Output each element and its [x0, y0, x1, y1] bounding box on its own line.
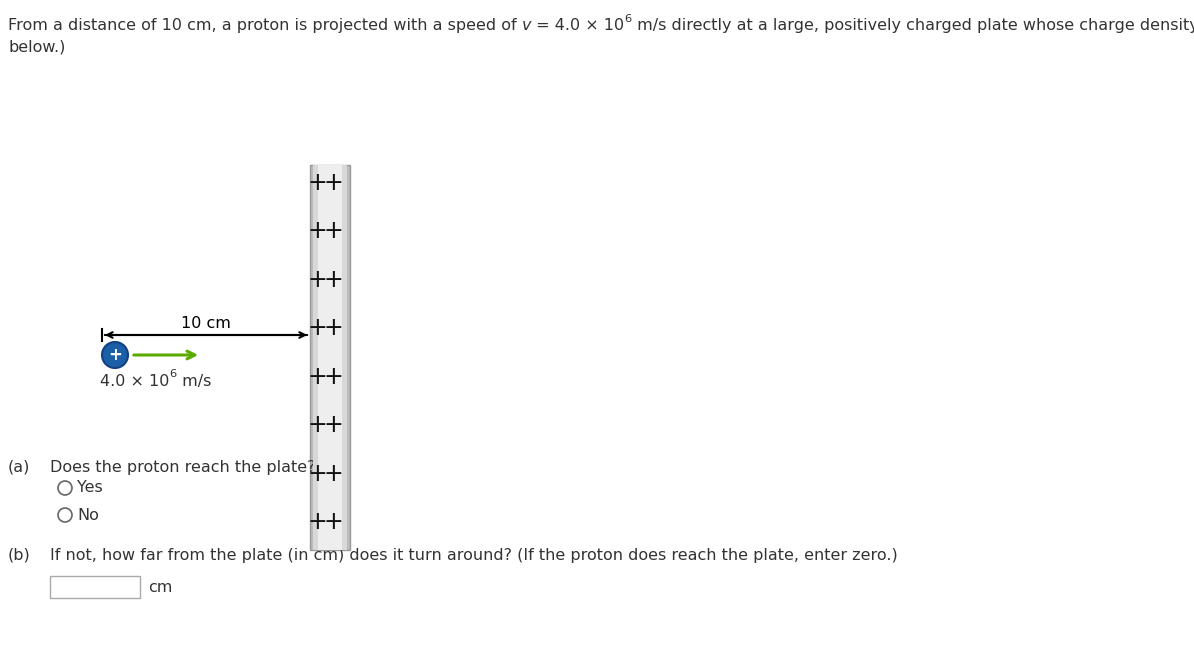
- Circle shape: [59, 481, 72, 495]
- Text: m/s: m/s: [177, 374, 211, 389]
- Text: +: +: [307, 171, 327, 195]
- Text: +: +: [324, 316, 343, 341]
- Bar: [318, 165, 341, 550]
- Text: If not, how far from the plate (in cm) does it turn around? (If the proton does : If not, how far from the plate (in cm) d…: [50, 548, 898, 563]
- Bar: [50, 576, 140, 598]
- Text: (a): (a): [8, 460, 30, 475]
- Text: +: +: [324, 219, 343, 244]
- Text: +: +: [324, 365, 343, 388]
- Circle shape: [59, 508, 72, 522]
- Text: = 4.0 × 10: = 4.0 × 10: [531, 18, 624, 33]
- Text: Does the proton reach the plate?: Does the proton reach the plate?: [50, 460, 315, 475]
- Text: +: +: [307, 268, 327, 292]
- Text: +: +: [109, 346, 122, 364]
- Text: below.): below.): [8, 40, 66, 55]
- Text: cm: cm: [148, 580, 172, 595]
- Bar: [310, 165, 350, 550]
- Text: m/s directly at a large, positively charged plate whose charge density is σ =: m/s directly at a large, positively char…: [632, 18, 1194, 33]
- Text: (b): (b): [8, 548, 31, 563]
- Text: +: +: [324, 462, 343, 485]
- Text: From a distance of 10 cm, a proton is projected with a speed of: From a distance of 10 cm, a proton is pr…: [8, 18, 522, 33]
- Text: v: v: [522, 18, 531, 33]
- Text: +: +: [307, 462, 327, 485]
- Bar: [313, 165, 347, 550]
- Text: +: +: [324, 510, 343, 534]
- Text: 10 cm: 10 cm: [181, 316, 230, 331]
- Text: Yes: Yes: [76, 481, 103, 495]
- Text: +: +: [324, 171, 343, 195]
- Text: 6: 6: [624, 14, 632, 24]
- Text: +: +: [307, 365, 327, 388]
- Text: 6: 6: [170, 369, 177, 379]
- Text: +: +: [307, 413, 327, 437]
- Text: +: +: [324, 268, 343, 292]
- Text: +: +: [307, 316, 327, 341]
- Text: +: +: [324, 413, 343, 437]
- Text: No: No: [76, 508, 99, 523]
- Text: 4.0 × 10: 4.0 × 10: [100, 374, 170, 389]
- Text: +: +: [307, 219, 327, 244]
- FancyArrowPatch shape: [134, 351, 195, 359]
- Circle shape: [101, 342, 128, 368]
- Text: +: +: [307, 510, 327, 534]
